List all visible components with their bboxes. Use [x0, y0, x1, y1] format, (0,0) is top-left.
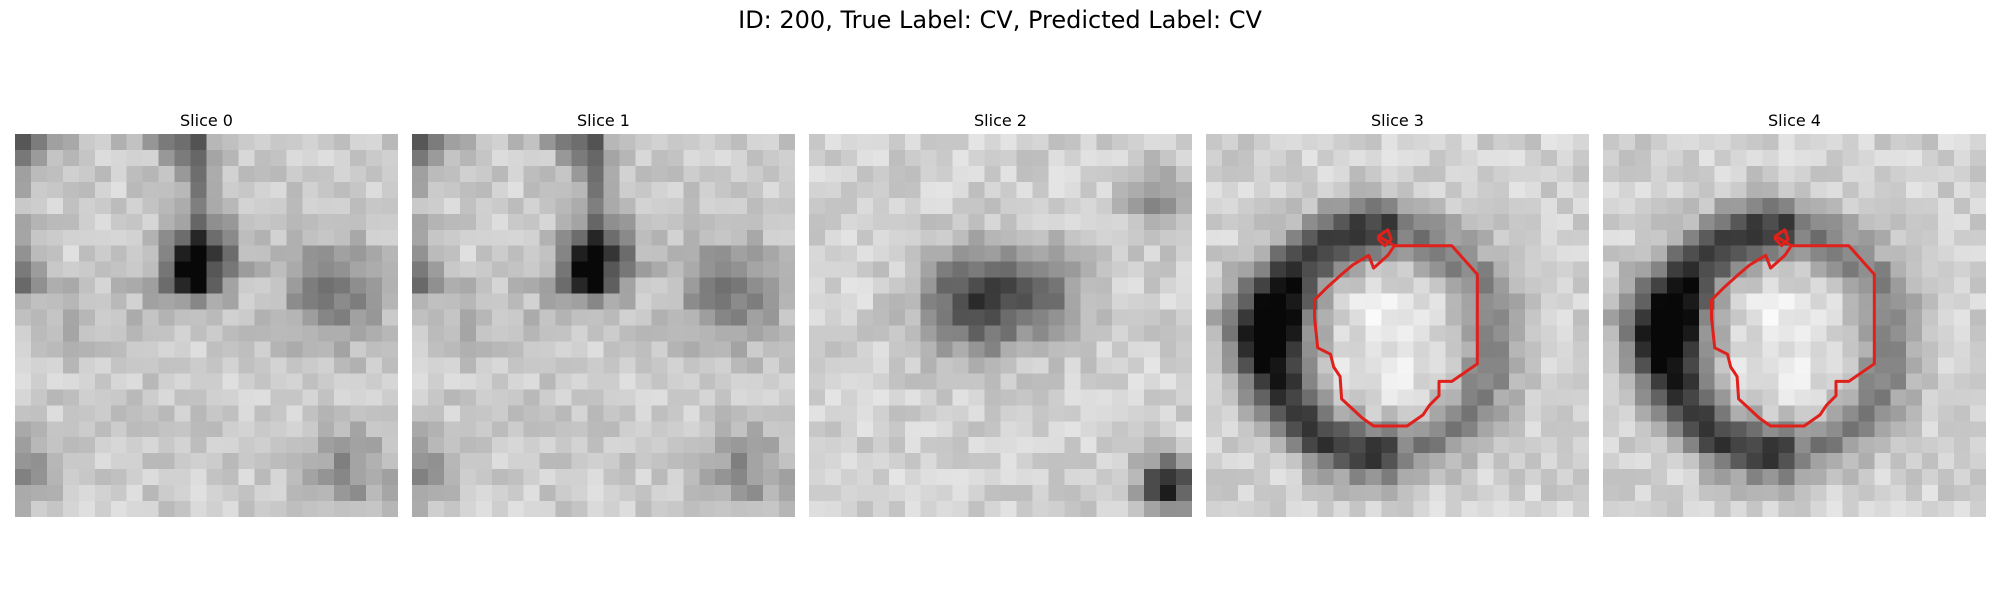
slice-title: Slice 4 — [1768, 111, 1821, 130]
slice-panel-0: Slice 0 — [15, 110, 398, 517]
figure-title: ID: 200, True Label: CV, Predicted Label… — [738, 6, 1262, 34]
slice-title: Slice 3 — [1371, 111, 1424, 130]
slice-image — [809, 134, 1192, 517]
segmentation-contour — [1710, 228, 1876, 428]
slice-panel-1: Slice 1 — [412, 110, 795, 517]
slice-image — [1206, 134, 1589, 517]
slice-panel-2: Slice 2 — [809, 110, 1192, 517]
slice-image — [15, 134, 398, 517]
slice-panel-4: Slice 4 — [1603, 110, 1986, 517]
slice-title: Slice 2 — [974, 111, 1027, 130]
segmentation-contour — [1313, 228, 1479, 428]
slice-image — [1603, 134, 1986, 517]
slice-title: Slice 1 — [577, 111, 630, 130]
slice-title: Slice 0 — [180, 111, 233, 130]
slice-panel-3: Slice 3 — [1206, 110, 1589, 517]
slice-image — [412, 134, 795, 517]
